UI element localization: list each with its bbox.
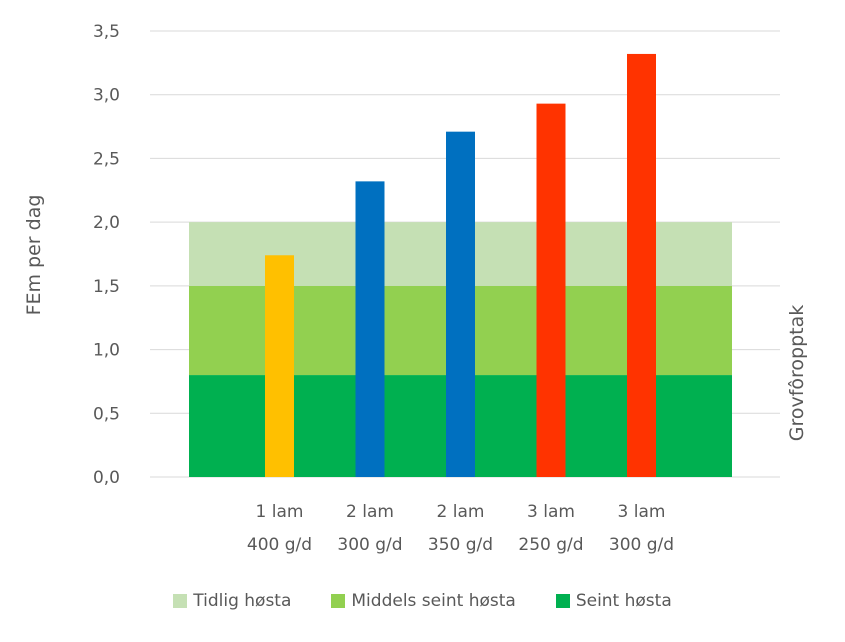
secondary-y-axis-title: Grovfôropptak [786, 305, 808, 442]
y-axis-ticks: 0,0 0,5 1,0 1,5 2,0 2,5 3,0 3,5 [93, 22, 120, 488]
legend: Tidlig høsta Middels seint høsta Seint høs… [0, 586, 845, 616]
y-tick-label: 1,5 [93, 277, 120, 297]
y-tick-label: 2,0 [93, 213, 120, 233]
bar [265, 255, 294, 477]
x-category-label: 300 g/d [337, 535, 402, 555]
legend-swatch [555, 594, 570, 608]
x-category-label: 300 g/d [609, 535, 674, 555]
x-axis-categories: 1 lam 400 g/d 2 lam 300 g/d 2 lam 350 g/d 3 la… [247, 502, 674, 555]
x-category-label: 350 g/d [428, 535, 493, 555]
bar [355, 181, 385, 477]
y-tick-label: 1,0 [93, 341, 120, 361]
bar [536, 103, 566, 478]
x-category-label: 1 lam [256, 502, 304, 522]
legend-label: Seint høsta [575, 591, 672, 611]
x-category-label: 400 g/d [247, 535, 312, 555]
bars [265, 53, 656, 478]
x-category-label: 3 lam [527, 502, 575, 522]
bar [627, 53, 656, 478]
y-tick-label: 3,5 [93, 22, 120, 42]
legend-item: Seint høsta [555, 591, 672, 611]
legend-swatch [331, 594, 346, 608]
x-category-label: 2 lam [346, 502, 394, 522]
legend-label: Tidlig høsta [193, 591, 292, 611]
x-category-label: 250 g/d [518, 535, 583, 555]
legend-item: Tidlig høsta [173, 591, 291, 611]
legend-swatch [173, 594, 188, 608]
y-tick-label: 0,5 [93, 404, 120, 424]
x-category-label: 3 lam [618, 502, 666, 522]
y-axis-title: FEm per dag [23, 195, 45, 316]
legend-label: Middels seint høsta [351, 591, 516, 611]
bar-chart: 0,0 0,5 1,0 1,5 2,0 2,5 3,0 3,5 1 lam 400 g/d 2 l… [23, 22, 808, 555]
y-tick-label: 3,0 [93, 86, 120, 106]
y-tick-label: 2,5 [93, 149, 120, 169]
x-category-label: 2 lam [437, 502, 485, 522]
y-tick-label: 0,0 [93, 468, 120, 488]
legend-item: Middels seint høsta [331, 591, 516, 611]
bar [446, 131, 475, 477]
